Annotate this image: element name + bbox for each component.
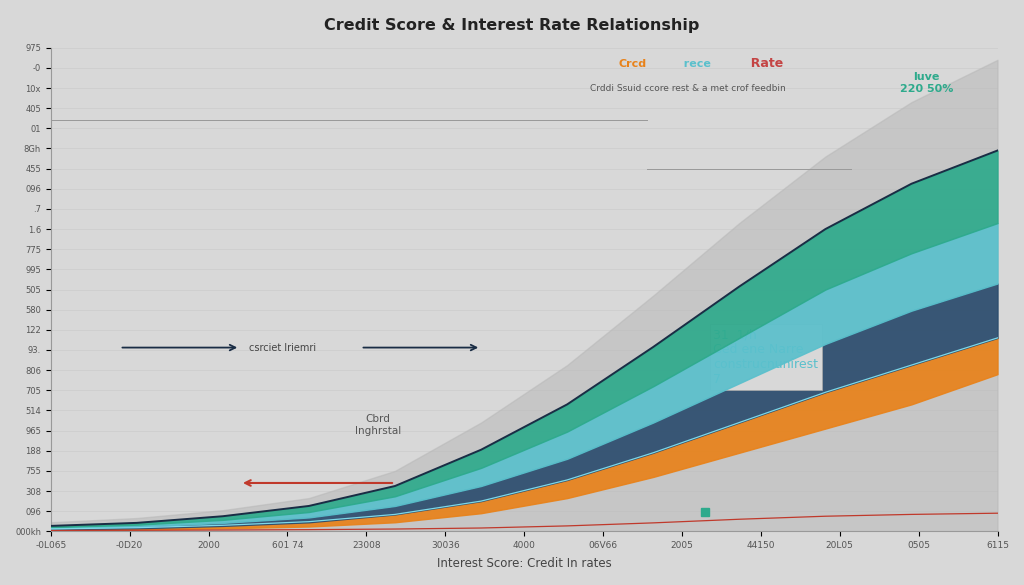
Text: luve
220 50%: luve 220 50%	[900, 72, 953, 94]
Text: csrciet lriemri: csrciet lriemri	[249, 343, 315, 353]
Text: Crddi Ssuid ccore rest & a met crof feedbin: Crddi Ssuid ccore rest & a met crof feed…	[591, 84, 786, 93]
Text: Rate: Rate	[741, 57, 783, 70]
X-axis label: Interest Score: Credit In rates: Interest Score: Credit In rates	[437, 557, 611, 570]
Text: Crcd: Crcd	[618, 59, 647, 69]
Text: Credit Score & Interest Rate Relationship: Credit Score & Interest Rate Relationshi…	[325, 18, 699, 33]
Text: rece: rece	[676, 59, 711, 69]
Text: Cbrd
lnghrstal: Cbrd lnghrstal	[354, 414, 401, 436]
Text: 31  1/h
Ced ene Narre
construcnunirest
7: 31 1/h Ced ene Narre construcnunirest 7	[714, 328, 818, 386]
